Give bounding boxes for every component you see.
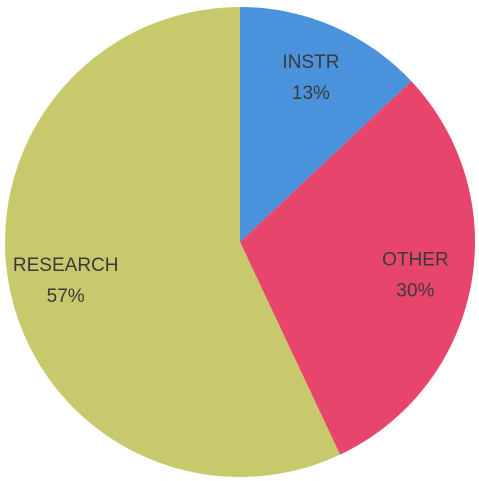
slice-value-label: 30% [396,280,434,301]
slice-value-label: 57% [47,286,85,307]
slice-label: INSTR [282,52,339,73]
pie-slice [4,7,341,477]
pie-slice [240,81,475,455]
slice-label: RESEARCH [13,255,119,276]
pie-slice [240,7,412,242]
slice-label: OTHER [382,249,449,270]
slice-value-label: 13% [292,83,330,104]
